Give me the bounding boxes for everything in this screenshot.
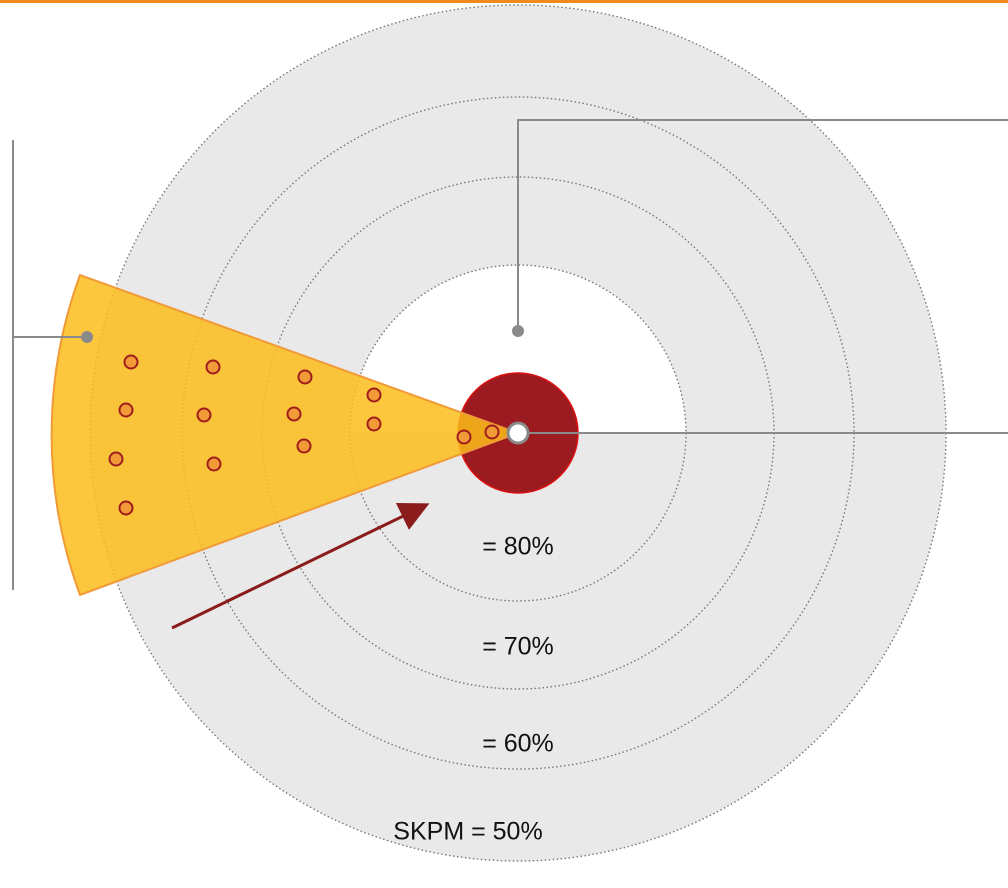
points (108, 354, 500, 516)
ring-label: SKPM = 50% (393, 818, 542, 846)
arrow (171, 502, 430, 630)
point (366, 416, 382, 432)
point (196, 407, 212, 423)
leader-left (12, 140, 85, 590)
ring-label: = 60% (482, 730, 554, 758)
leader-top (517, 119, 1008, 330)
ring-label: = 80% (482, 533, 554, 561)
point (118, 500, 134, 516)
center-dot (506, 421, 530, 445)
point (123, 354, 139, 370)
point (118, 402, 134, 418)
point (108, 451, 124, 467)
point (296, 438, 312, 454)
top-border (0, 0, 1008, 3)
point (366, 387, 382, 403)
point (205, 359, 221, 375)
point (206, 456, 222, 472)
ring-label: = 70% (482, 633, 554, 661)
leader-dot (512, 325, 524, 337)
point (286, 406, 302, 422)
leader-dot (81, 331, 93, 343)
point (297, 369, 313, 385)
point (484, 424, 500, 440)
point (456, 429, 472, 445)
wedge (50, 273, 521, 597)
inner-white (350, 265, 686, 433)
